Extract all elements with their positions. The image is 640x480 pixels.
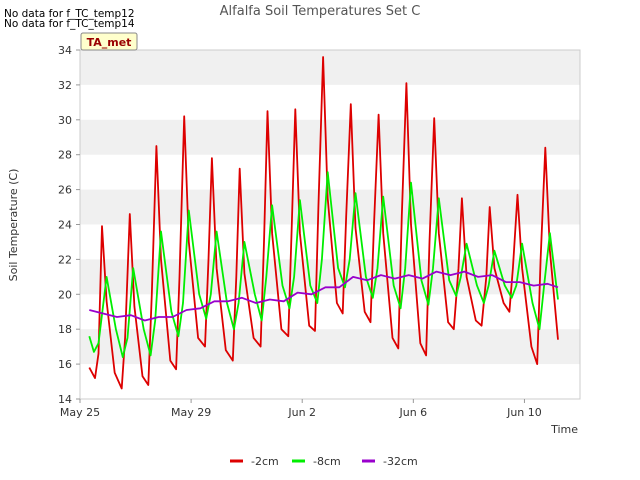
x-axis: May 25 May 29 Jun 2 Jun 6 Jun 10 [60,399,542,419]
series-line-8cm [88,171,559,359]
series-line-2cm [88,56,559,390]
no-data-note-2: No data for f_TC_temp14 [4,18,135,30]
y-tick-label: 24 [58,219,72,232]
chart-title: Alfalfa Soil Temperatures Set C [220,4,421,19]
x-axis-label: Time [550,423,578,436]
legend-label: -32cm [383,455,418,468]
background-band [80,119,580,155]
no-data-note-1: No data for f_TC_temp12 [4,8,135,20]
series-lines [88,56,559,390]
y-axis-label: Soil Temperature (C) [7,169,20,282]
y-tick-label: 22 [58,253,72,266]
background-band [80,259,580,295]
series-line-32cm [89,270,559,322]
y-tick-label: 18 [58,323,72,336]
y-tick-label: 28 [58,149,72,162]
x-tick-label: Jun 10 [506,406,542,419]
legend: -2cm -8cm -32cm [230,455,418,468]
y-tick-label: 32 [58,79,72,92]
y-tick-label: 26 [58,184,72,197]
badge-label: TA_met [87,36,132,49]
y-tick-label: 20 [58,288,72,301]
background-band [80,329,580,365]
background-band [80,50,580,85]
x-tick-label: May 29 [171,406,211,419]
y-axis: 14 16 18 20 22 24 26 28 30 32 34 [58,44,80,406]
y-tick-label: 30 [58,114,72,127]
y-tick-label: 14 [58,393,72,406]
legend-label: -8cm [313,455,341,468]
x-tick-label: Jun 2 [287,406,316,419]
ta-met-badge[interactable]: TA_met [80,32,138,51]
x-tick-label: Jun 6 [398,406,427,419]
y-tick-label: 16 [58,358,72,371]
y-tick-label: 34 [58,44,72,57]
legend-label: -2cm [251,455,279,468]
x-tick-label: May 25 [60,406,100,419]
